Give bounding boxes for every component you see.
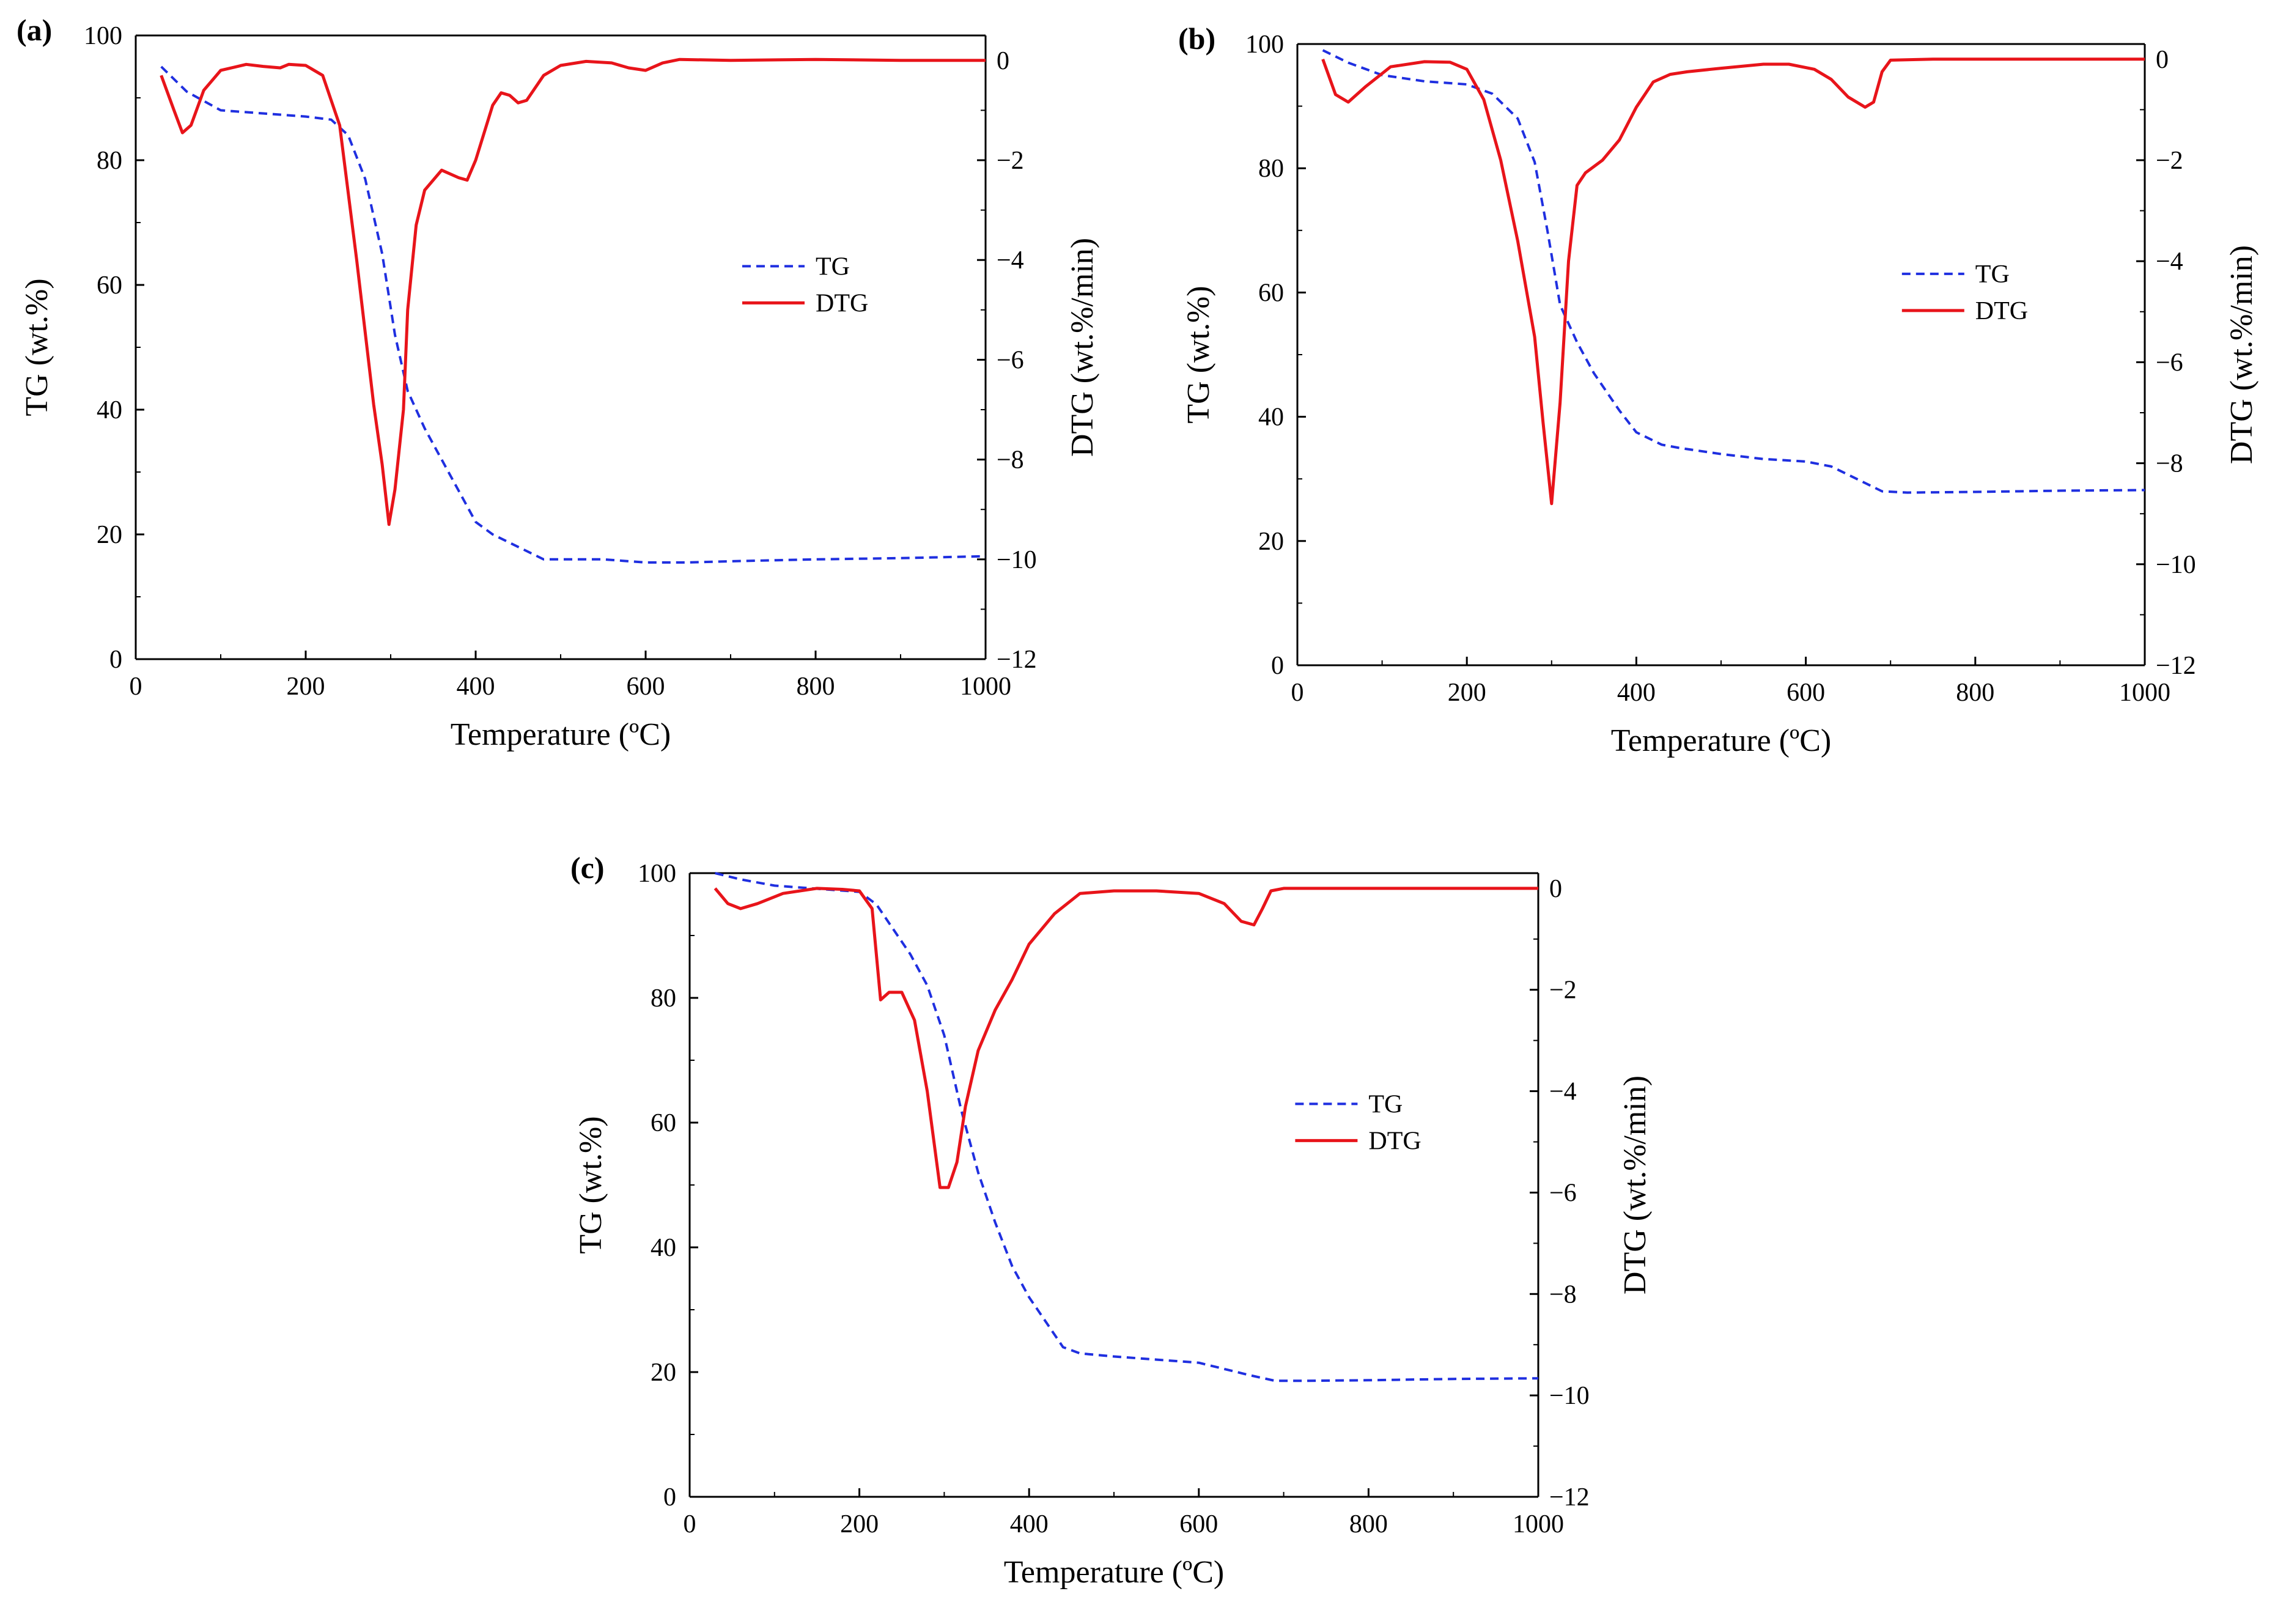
legend-label-dtg: DTG	[1975, 297, 2028, 325]
x-axis-title: Temperature (ºC)	[451, 717, 671, 752]
y2-tick-label: −4	[1549, 1078, 1577, 1106]
y-axis-title: TG (wt.%)	[1181, 286, 1216, 423]
series-line-tg	[160, 65, 986, 564]
y2-tick-label: −8	[997, 446, 1024, 474]
y2-tick-label: 0	[997, 47, 1009, 75]
legend-label-dtg: DTG	[1368, 1127, 1421, 1155]
y2-tick-label: −8	[2156, 450, 2183, 478]
legend-label-tg: TG	[1975, 260, 2010, 289]
series-line-dtg	[1321, 57, 2145, 506]
x-tick-label: 600	[1179, 1510, 1218, 1538]
chart-panel-b: 0 200 400 600 800 1000 0 20 40 60 80 100 −12 −10 −8 −6 −…	[1178, 21, 2259, 758]
y2-tick-label: −4	[997, 246, 1024, 275]
series-line-tg	[715, 872, 1539, 1382]
legend-label-tg: TG	[1368, 1090, 1403, 1118]
x-tick-label: 400	[1010, 1510, 1049, 1538]
x-tick-label: 800	[1956, 679, 1994, 707]
x-tick-label: 600	[1786, 679, 1825, 707]
x-tick-label: 200	[1448, 679, 1486, 707]
x-tick-label: 0	[130, 673, 142, 701]
x-tick-label: 600	[627, 673, 665, 701]
y2-axis-title: DTG (wt.%/min)	[1618, 1076, 1653, 1294]
y-tick-label: 20	[1258, 528, 1284, 556]
y-tick-label: 0	[663, 1483, 676, 1511]
panel-label: (a)	[17, 13, 52, 47]
y2-tick-label: −12	[1549, 1483, 1590, 1511]
x-tick-label: 200	[287, 673, 325, 701]
y-tick-label: 20	[97, 521, 122, 549]
y2-axis-title: DTG (wt.%/min)	[2224, 245, 2259, 464]
x-tick-label: 1000	[2119, 679, 2170, 707]
x-axis-title: Temperature (ºC)	[1611, 723, 1831, 758]
y-tick-label: 100	[1245, 31, 1284, 59]
y2-tick-label: −10	[2156, 551, 2196, 579]
y-tick-label: 80	[1258, 155, 1284, 183]
x-tick-label: 1000	[960, 673, 1011, 701]
y2-tick-label: 0	[1549, 875, 1562, 903]
y2-tick-label: −12	[997, 646, 1037, 674]
y-tick-label: 40	[1258, 404, 1284, 432]
y-tick-label: 40	[97, 396, 122, 424]
y2-tick-label: −10	[1549, 1382, 1590, 1410]
y-tick-label: 0	[1271, 652, 1284, 680]
y-tick-label: 80	[97, 147, 122, 175]
x-tick-label: 400	[457, 673, 495, 701]
legend-label-dtg: DTG	[816, 289, 868, 317]
x-tick-label: 0	[1291, 679, 1304, 707]
x-tick-label: 200	[840, 1510, 879, 1538]
panel-label: (c)	[570, 851, 605, 885]
y2-tick-label: −2	[997, 147, 1024, 175]
y2-tick-label: −4	[2156, 248, 2183, 276]
legend-label-tg: TG	[816, 253, 850, 281]
panel-label: (b)	[1178, 21, 1215, 56]
y2-tick-label: 0	[2156, 46, 2169, 74]
y-tick-label: 40	[651, 1234, 676, 1262]
y-axis-title: TG (wt.%)	[573, 1116, 608, 1253]
x-tick-label: 800	[797, 673, 835, 701]
y-tick-label: 60	[651, 1109, 676, 1137]
y-tick-label: 100	[84, 22, 122, 50]
y2-tick-label: −6	[997, 346, 1024, 374]
y2-tick-label: −6	[1549, 1179, 1577, 1207]
series-line-tg	[1322, 49, 2145, 494]
y-axis-title: TG (wt.%)	[20, 278, 54, 416]
y2-tick-label: −2	[1549, 976, 1577, 1005]
x-tick-label: 400	[1617, 679, 1656, 707]
y2-tick-label: −2	[2156, 147, 2183, 175]
series-line-dtg	[160, 57, 986, 526]
y-tick-label: 60	[97, 271, 122, 300]
chart-panel-a: 0 200 400 600 800 1000 0 20 40 60 80 100 −12 −10 −8 −6 −…	[17, 13, 1100, 752]
y2-tick-label: −8	[1549, 1280, 1577, 1308]
x-axis-title: Temperature (ºC)	[1004, 1555, 1224, 1590]
y2-tick-label: −6	[2156, 349, 2183, 377]
chart-panel-c: 0 200 400 600 800 1000 0 20 40 60 80 100 −12 −10 −8 −6 −…	[570, 851, 1653, 1590]
x-tick-label: 800	[1349, 1510, 1388, 1538]
y-tick-label: 0	[109, 646, 122, 674]
y-tick-label: 80	[651, 984, 676, 1013]
y2-axis-title: DTG (wt.%/min)	[1065, 238, 1100, 457]
y-tick-label: 100	[638, 860, 676, 888]
series-line-dtg	[713, 887, 1538, 1189]
y-tick-label: 20	[651, 1359, 676, 1387]
y2-tick-label: −12	[2156, 652, 2196, 680]
y2-tick-label: −10	[997, 546, 1037, 574]
y-tick-label: 60	[1258, 279, 1284, 307]
x-tick-label: 0	[684, 1510, 696, 1538]
x-tick-label: 1000	[1513, 1510, 1564, 1538]
